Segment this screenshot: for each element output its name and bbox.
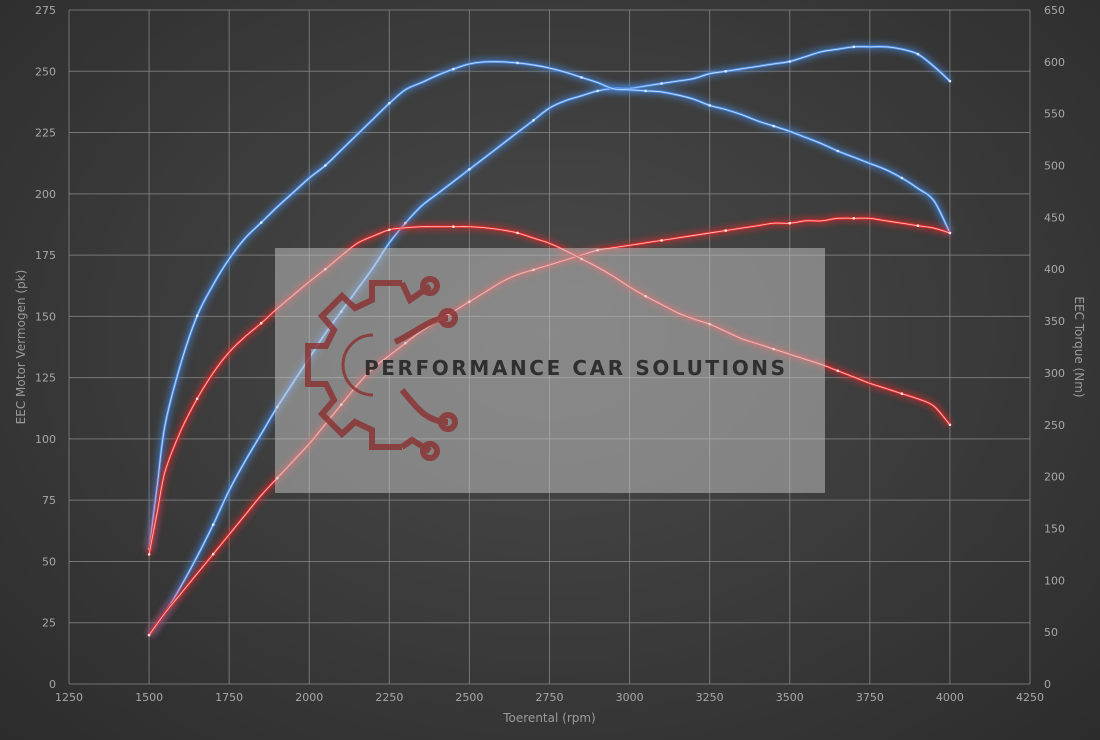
- x-tick-label: 2500: [455, 691, 483, 704]
- series-point: [900, 392, 904, 396]
- series-point: [948, 231, 952, 235]
- y2-tick-label: 350: [1044, 315, 1065, 328]
- series-point: [388, 228, 391, 232]
- y2-tick-label: 200: [1044, 471, 1065, 484]
- y2-tick-label: 400: [1044, 263, 1065, 276]
- x-tick-label: 4250: [1016, 691, 1044, 704]
- x-tick-label: 1500: [135, 691, 163, 704]
- y-tick-label: 50: [42, 555, 56, 568]
- series-point: [948, 79, 952, 83]
- series-point: [836, 149, 840, 153]
- series-point: [324, 164, 327, 167]
- y2-tick-label: 150: [1044, 522, 1065, 535]
- series-point: [788, 221, 792, 225]
- y2-axis-title: EEC Torque (Nm): [1072, 296, 1086, 397]
- y2-tick-label: 50: [1044, 626, 1058, 639]
- y2-tick-label: 0: [1044, 678, 1051, 691]
- series-point: [404, 221, 407, 225]
- x-tick-label: 3750: [856, 691, 884, 704]
- series-point: [724, 70, 727, 73]
- series-point: [788, 60, 792, 63]
- y2-tick-label: 450: [1044, 211, 1065, 224]
- y-tick-label: 150: [35, 310, 56, 323]
- series-point: [852, 217, 856, 220]
- y-tick-label: 250: [35, 65, 56, 78]
- x-tick-label: 4000: [936, 691, 964, 704]
- series-point: [195, 314, 199, 318]
- y2-tick-label: 650: [1044, 4, 1065, 17]
- series-point: [852, 45, 856, 49]
- watermark-panel: [275, 248, 825, 493]
- gear-logo-icon: [305, 276, 458, 461]
- x-tick-label: 2250: [375, 691, 403, 704]
- y2-tick-label: 500: [1044, 160, 1065, 173]
- y2-tick-label: 550: [1044, 108, 1065, 121]
- series-point: [211, 552, 215, 556]
- y-tick-label: 125: [35, 372, 56, 385]
- series-point: [772, 124, 775, 128]
- series-point: [259, 321, 263, 325]
- y-tick-label: 0: [49, 678, 56, 691]
- series-point: [900, 176, 904, 180]
- x-tick-label: 1250: [55, 691, 83, 704]
- x-tick-label: 2000: [295, 691, 323, 704]
- x-tick-label: 2750: [536, 691, 564, 704]
- y-tick-label: 225: [35, 127, 56, 140]
- series-point: [596, 89, 599, 93]
- series-point: [532, 119, 535, 122]
- x-axis-title: Toerental (rpm): [502, 711, 595, 725]
- y-axis-title: EEC Motor Vermogen (pk): [14, 270, 28, 425]
- x-tick-label: 3500: [776, 691, 804, 704]
- y-tick-label: 25: [42, 617, 56, 630]
- series-point: [836, 369, 840, 373]
- y-tick-label: 175: [35, 249, 56, 262]
- series-point: [147, 553, 151, 556]
- series-point: [724, 229, 727, 232]
- series-point: [948, 423, 952, 427]
- series-point: [580, 76, 583, 79]
- axes: 1250 1500 1750 2000 2250 2500 2750 3000 3250 3500…: [14, 4, 1086, 725]
- series-point: [516, 231, 519, 235]
- series-point: [468, 168, 471, 171]
- series-point: [516, 61, 519, 65]
- y-tick-label: 275: [35, 4, 56, 17]
- y-tick-label: 200: [35, 188, 56, 201]
- x-tick-label: 3250: [696, 691, 724, 704]
- series-point: [708, 104, 711, 107]
- y-tick-label: 100: [35, 433, 56, 446]
- watermark: PERFORMANCE CAR SOLUTIONS: [275, 248, 825, 493]
- y2-tick-label: 300: [1044, 367, 1065, 380]
- y2-tick-label: 600: [1044, 56, 1065, 69]
- watermark-text: PERFORMANCE CAR SOLUTIONS: [364, 356, 788, 380]
- series-point: [147, 633, 151, 637]
- series-point: [916, 52, 920, 56]
- y-tick-label: 75: [42, 494, 56, 507]
- series-point: [388, 102, 391, 105]
- x-tick-label: 3000: [616, 691, 644, 704]
- series-point: [259, 221, 263, 224]
- series-point: [660, 239, 663, 242]
- x-tick-label: 1750: [215, 691, 243, 704]
- series-point: [195, 397, 199, 401]
- series-point: [452, 67, 455, 71]
- series-point: [452, 225, 455, 228]
- y2-tick-label: 100: [1044, 574, 1065, 587]
- series-point: [916, 224, 920, 227]
- series-point: [211, 523, 215, 526]
- series-point: [644, 89, 647, 93]
- y2-tick-label: 250: [1044, 419, 1065, 432]
- series-point: [660, 82, 663, 85]
- series-line-highlight: [148, 61, 951, 550]
- series-1: [145, 58, 954, 551]
